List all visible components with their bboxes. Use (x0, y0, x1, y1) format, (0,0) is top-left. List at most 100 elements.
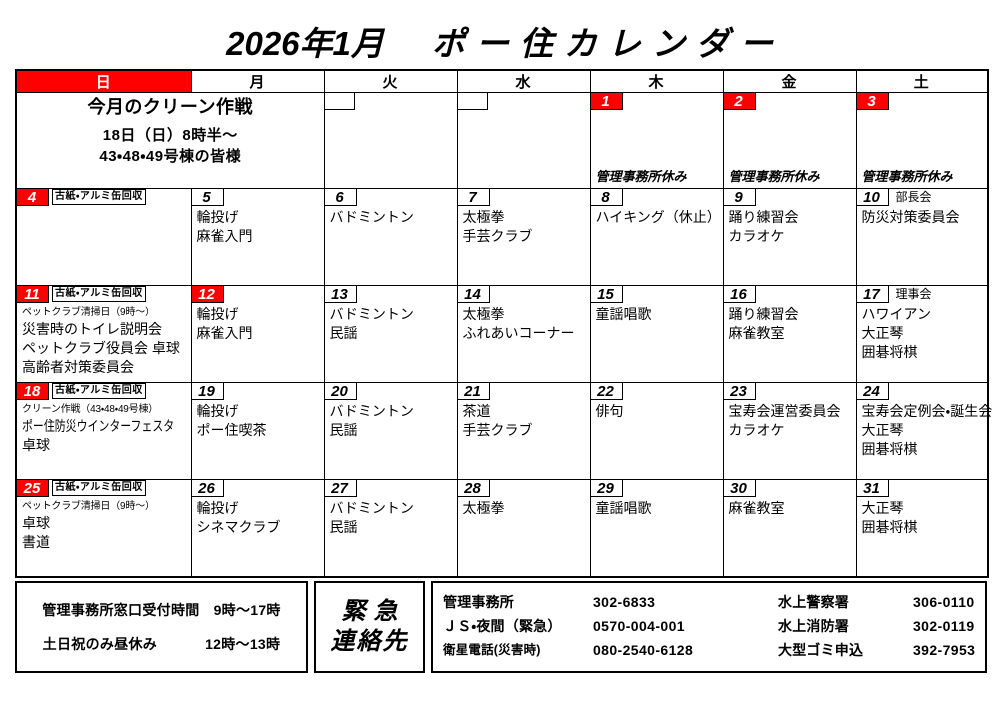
day-cell-26[interactable]: 26 輪投げ シネマクラブ (190, 479, 325, 577)
day-cell-29[interactable]: 29 童謡唱歌 (589, 479, 724, 577)
day-cell-22[interactable]: 22 俳句 (589, 382, 724, 480)
day-cell-1[interactable]: 1 管理事務所休み (589, 92, 724, 189)
emergency-title-line1: 緊急 (341, 598, 406, 625)
day-cell-13[interactable]: 13 バドミントン 民謡 (323, 285, 458, 383)
day-cell-31[interactable]: 31 大正琴 囲碁将棋 (855, 479, 989, 577)
date-number-box: 24 (856, 383, 889, 400)
date-number-box: 4 (17, 189, 49, 206)
contact-number: 0570-004-001 (593, 618, 685, 634)
day-cell-20[interactable]: 20 バドミントン 民謡 (323, 382, 458, 480)
event-item: 大正琴 (861, 500, 904, 516)
event-item: 太極拳 (462, 209, 505, 225)
date-number-box: 16 (723, 286, 756, 303)
event-item: 童謡唱歌 (595, 500, 652, 516)
day-cell-empty-wed[interactable] (456, 92, 591, 189)
date-number-box: 3 (856, 93, 889, 110)
day-cell-17[interactable]: 17 理事会 ハワイアン 大正琴 囲碁将棋 (855, 285, 989, 383)
event-item: 太極拳 (462, 306, 505, 322)
event-item: 踊り練習会 (728, 209, 799, 225)
day-cell-6[interactable]: 6 バドミントン (323, 188, 458, 286)
day-cell-25[interactable]: 25 古紙・アルミ缶回収 ペットクラブ清掃日（9時〜） 卓球 書道 (15, 479, 192, 577)
weekday-header-mon: 月 (190, 69, 325, 93)
event-item: 宝寿会定例会・誕生会 (861, 403, 993, 419)
date-number-box: 5 (191, 189, 224, 206)
lunch-break-value: 12時〜13時 (205, 636, 281, 652)
date-number-box: 13 (324, 286, 357, 303)
weekday-header-sun: 日 (15, 69, 192, 93)
event-item: 卓球 (22, 515, 50, 531)
day-cell-30[interactable]: 30 麻雀教室 (722, 479, 857, 577)
event-item: シネマクラブ (196, 519, 281, 535)
day-cell-3[interactable]: 3 管理事務所休み (855, 92, 989, 189)
date-number-box: 30 (723, 480, 756, 497)
event-item: 民謡 (329, 325, 358, 341)
cleanup-notice-cell: 今月のクリーン作戦 18日（日）8時半〜 43・48・49号棟の皆様 (15, 92, 325, 189)
event-item: 災害時のトイレ説明会 (22, 321, 162, 337)
day-cell-18[interactable]: 18 古紙・アルミ缶回収 クリーン作戦（43・48・49号棟） ポー住防災ウイン… (15, 382, 192, 480)
day-cell-16[interactable]: 16 踊り練習会 麻雀教室 (722, 285, 857, 383)
cleanup-notice-line2: 43・48・49号棟の皆様 (99, 148, 242, 165)
day-cell-27[interactable]: 27 バドミントン 民謡 (323, 479, 458, 577)
contact-name: 水上消防署 (778, 618, 849, 634)
date-number-box: 9 (723, 189, 756, 206)
event-item: 麻雀教室 (728, 325, 785, 341)
date-number-box: 29 (590, 480, 623, 497)
cleanup-notice-heading: 今月のクリーン作戦 (87, 97, 254, 117)
calendar-week-row: 18 古紙・アルミ缶回収 クリーン作戦（43・48・49号棟） ポー住防災ウイン… (15, 382, 993, 480)
day-cell-empty-tue[interactable] (323, 92, 458, 189)
date-number-box: 27 (324, 480, 357, 497)
day-cell-4[interactable]: 4 古紙・アルミ缶回収 (15, 188, 192, 286)
contact-number: 306-0110 (913, 594, 975, 610)
emergency-title-line2: 連絡先 (330, 628, 409, 655)
event-item: 書道 (22, 534, 50, 550)
day-cell-15[interactable]: 15 童謡唱歌 (589, 285, 724, 383)
calendar-week-row: 今月のクリーン作戦 18日（日）8時半〜 43・48・49号棟の皆様 1 管理事… (15, 92, 989, 189)
event-item: 民謡 (329, 519, 358, 535)
event-item: 民謡 (329, 422, 358, 438)
weekday-header-fri: 金 (722, 69, 857, 93)
office-closed-note: 管理事務所休み (595, 169, 687, 184)
weekday-header-tue: 火 (323, 69, 458, 93)
date-number-box: 22 (590, 383, 623, 400)
office-hours-row: 管理事務所窓口受付時間 9時〜17時 (42, 600, 280, 620)
weekday-header-wed: 水 (456, 69, 591, 93)
day-cell-12[interactable]: 12 輪投げ 麻雀入門 (190, 285, 325, 383)
event-item: バドミントン (329, 306, 414, 322)
event-item: 踊り練習会 (728, 306, 799, 322)
date-number-box (457, 93, 488, 110)
day-cell-8[interactable]: 8 ハイキング（休止） (589, 188, 724, 286)
cleanup-notice-line1: 18日（日）8時半〜 (102, 127, 238, 144)
date-number-box: 17 (856, 286, 889, 303)
date-number-box: 14 (457, 286, 490, 303)
contact-grid: 管理事務所 302-6833 水上警察署 306-0110 ＪＳ・夜間（緊急） … (443, 592, 985, 661)
weekday-header-sat: 土 (855, 69, 989, 93)
event-item: 輪投げ (196, 403, 239, 419)
day-cell-28[interactable]: 28 太極拳 (456, 479, 591, 577)
date-number-box: 28 (457, 480, 490, 497)
recycling-badge: 古紙・アルミ缶回収 (52, 383, 146, 399)
day-cell-14[interactable]: 14 太極拳 ふれあいコーナー (456, 285, 591, 383)
event-item: 童謡唱歌 (595, 306, 652, 322)
event-item: 麻雀入門 (196, 325, 253, 341)
day-cell-2[interactable]: 2 管理事務所休み (722, 92, 857, 189)
event-item: 輪投げ (196, 500, 239, 516)
event-item-condensed: ポー住防災ウインターフェスタ (22, 418, 175, 434)
event-item: 輪投げ (196, 209, 239, 225)
day-cell-7[interactable]: 7 太極拳 手芸クラブ (456, 188, 591, 286)
event-item: バドミントン (329, 209, 414, 225)
day-cell-24[interactable]: 24 宝寿会定例会・誕生会 大正琴 囲碁将棋 (855, 382, 993, 480)
day-cell-21[interactable]: 21 茶道 手芸クラブ (456, 382, 591, 480)
day-cell-5[interactable]: 5 輪投げ 麻雀入門 (190, 188, 325, 286)
day-cell-23[interactable]: 23 宝寿会運営委員会 カラオケ (722, 382, 857, 480)
date-number-box: 26 (191, 480, 224, 497)
emergency-contacts-box: 管理事務所 302-6833 水上警察署 306-0110 ＪＳ・夜間（緊急） … (431, 581, 987, 673)
day-cell-9[interactable]: 9 踊り練習会 カラオケ (722, 188, 857, 286)
day-cell-19[interactable]: 19 輪投げ ポー住喫茶 (190, 382, 325, 480)
office-hours-value: 9時〜17時 (213, 602, 281, 618)
event-item: 手芸クラブ (462, 228, 533, 244)
event-item: ポー住喫茶 (196, 422, 267, 438)
day-cell-10[interactable]: 10 部長会 防災対策委員会 (855, 188, 989, 286)
day-cell-11[interactable]: 11 古紙・アルミ缶回収 ペットクラブ清掃日（9時〜） 災害時のトイレ説明会 ペ… (15, 285, 192, 383)
date-number-box: 18 (17, 383, 49, 400)
event-item-inline: 理事会 (895, 287, 932, 301)
